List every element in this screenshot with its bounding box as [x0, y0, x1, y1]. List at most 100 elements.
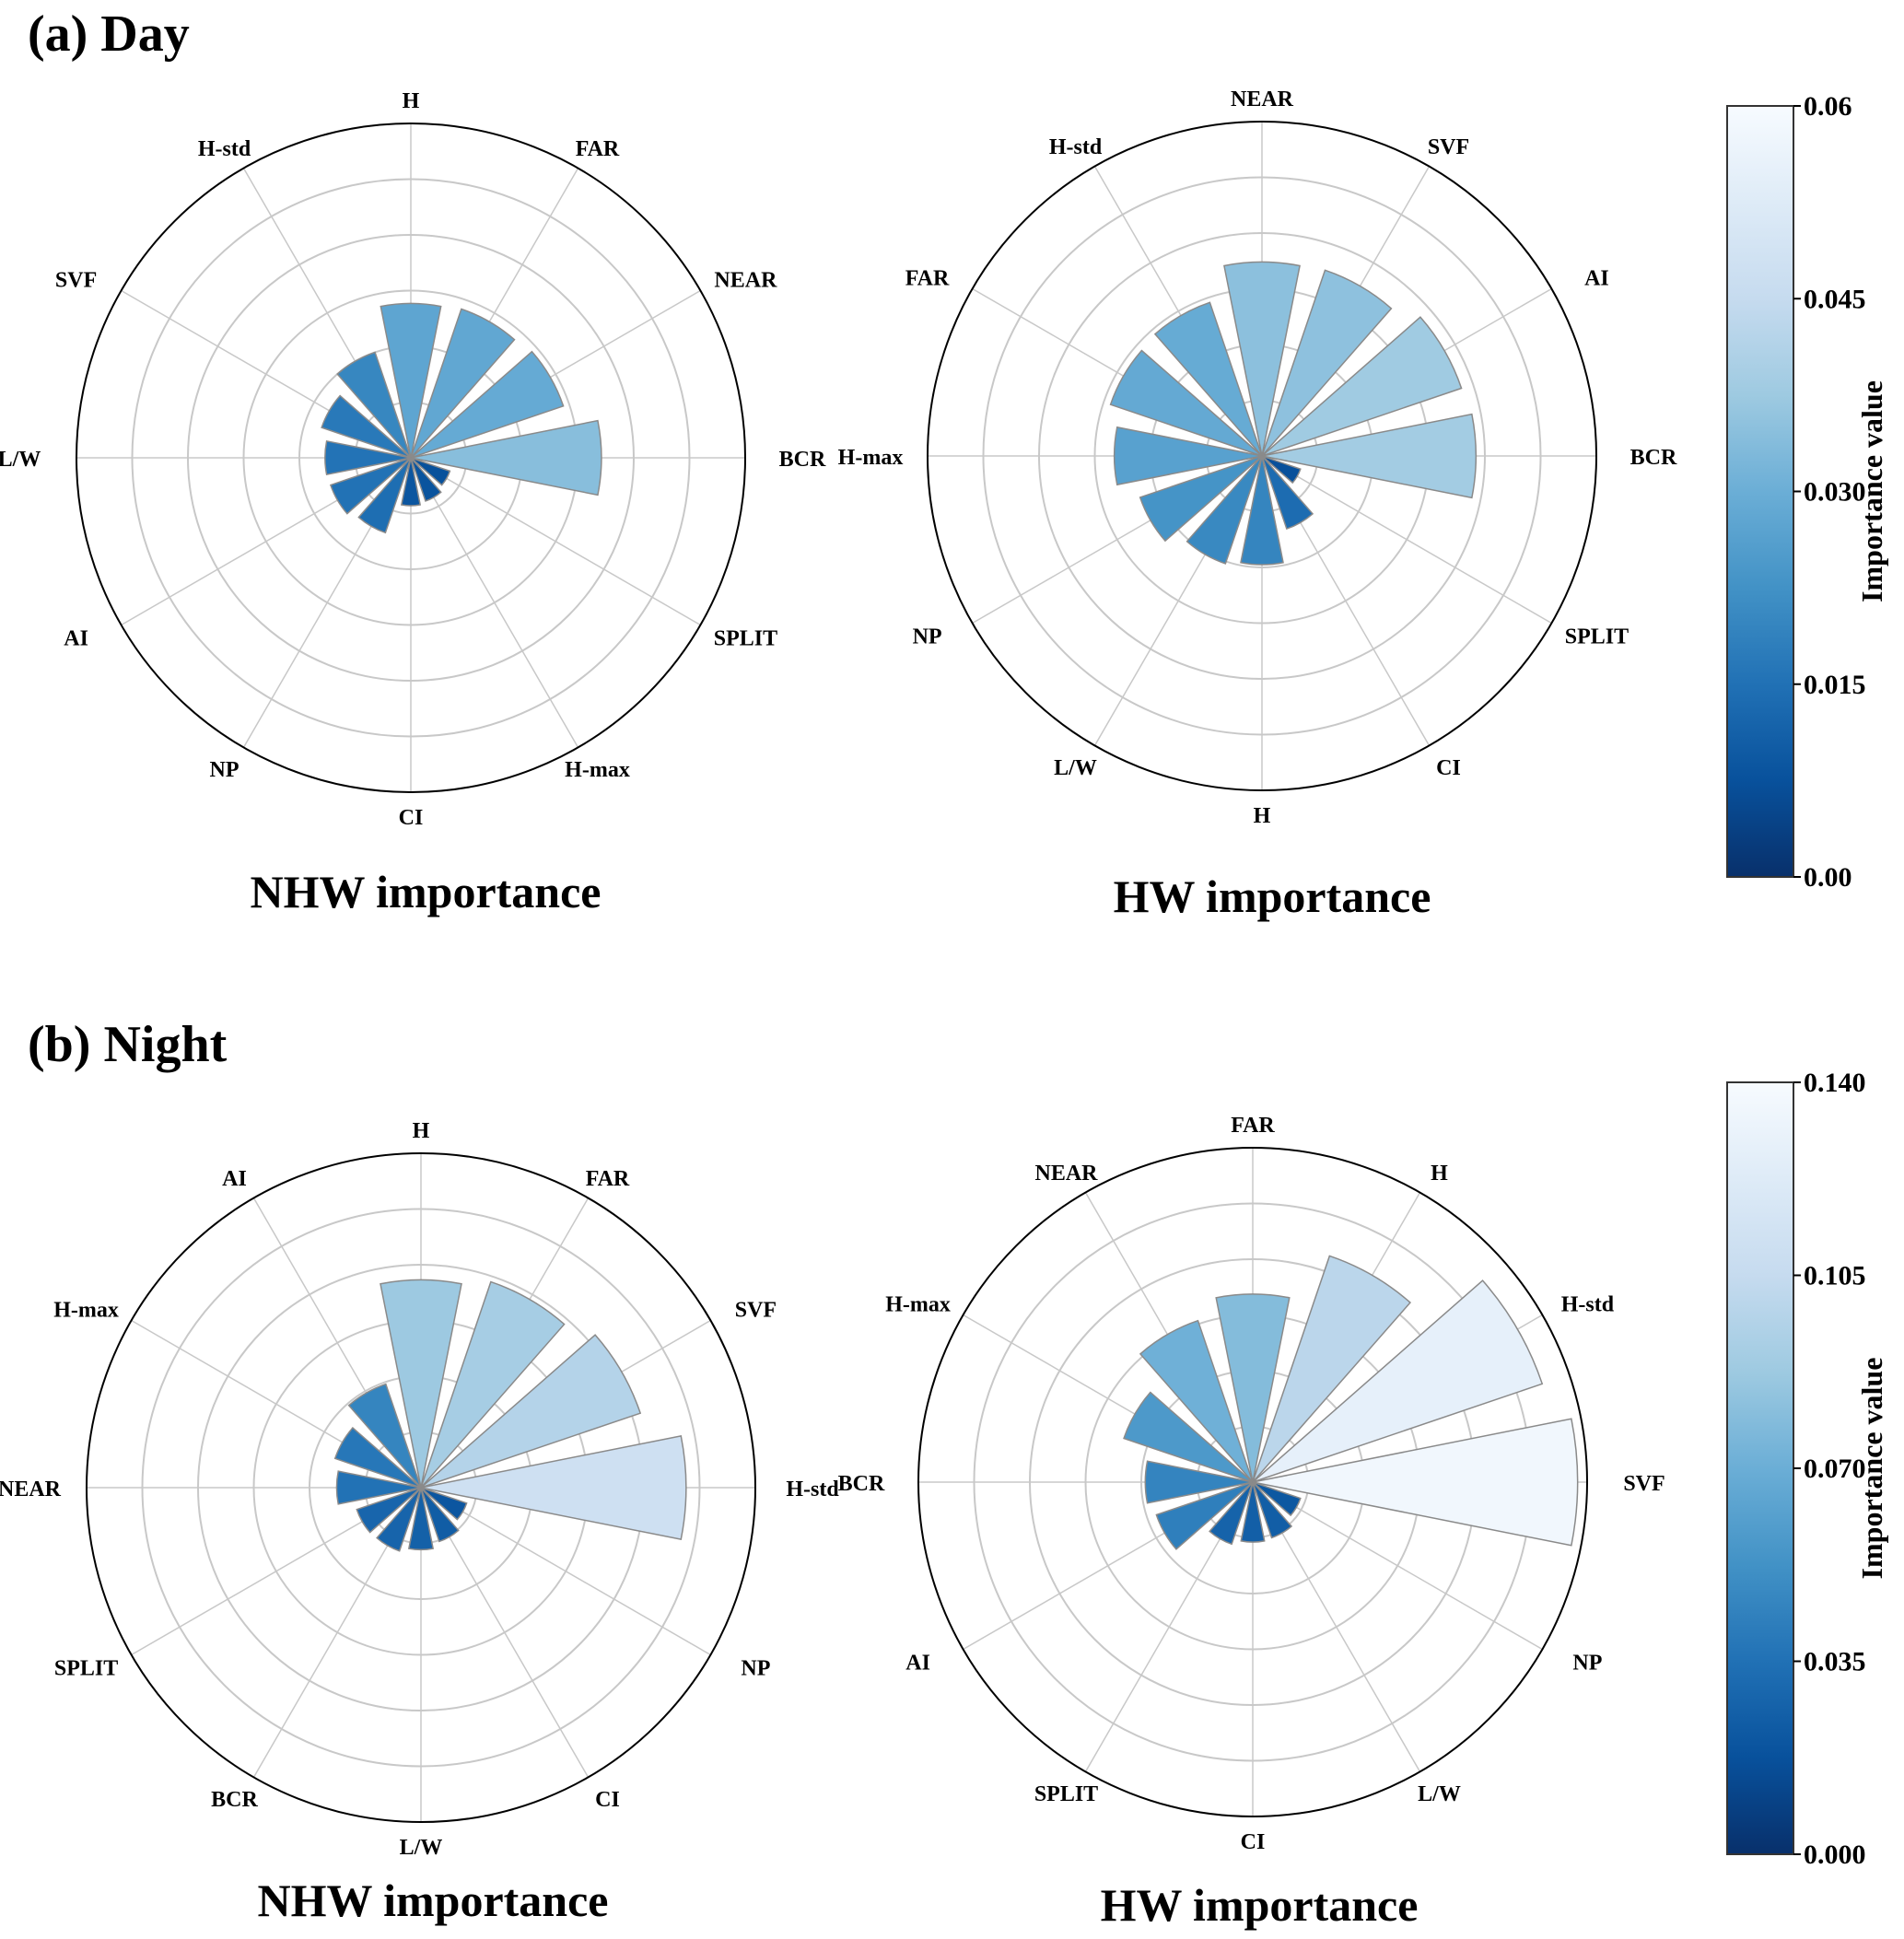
category-label: SVF — [1623, 1472, 1665, 1496]
category-label: NEAR — [1034, 1162, 1098, 1186]
bar-hmax — [410, 457, 442, 502]
category-label: L/W — [0, 448, 41, 472]
category-label: H-std — [198, 137, 251, 161]
bar-near — [410, 350, 565, 459]
outer-ring — [76, 123, 746, 793]
category-label: SPLIT — [1034, 1782, 1098, 1806]
category-label: L/W — [1418, 1782, 1461, 1806]
bar-ci — [1261, 455, 1314, 531]
polar-chart: BCR NEAR FAR H H-std SVF L/W AI NP CI H-max SPLIT NH… — [0, 89, 826, 917]
bar-bcr — [410, 419, 602, 496]
colorbar-tick-label: 0.035 — [1804, 1647, 1866, 1677]
grid-spoke — [410, 457, 579, 748]
category-label: CI — [1436, 756, 1461, 780]
category-label: AI — [905, 1652, 930, 1676]
chart-subtitle: NHW importance — [258, 1875, 609, 1926]
category-label: AI — [64, 627, 88, 651]
bar-ci — [400, 457, 422, 507]
category-label: L/W — [400, 1836, 443, 1860]
category-label: H — [403, 89, 420, 113]
outer-ring — [86, 1152, 756, 1823]
colorbar-tick-label: 0.015 — [1804, 670, 1866, 700]
bar-hstd — [1252, 1279, 1544, 1483]
category-label: CI — [595, 1788, 620, 1812]
bar-ci — [1240, 1481, 1266, 1543]
category-label: H — [1431, 1162, 1448, 1186]
colorbar-tick-label: 0.000 — [1804, 1840, 1866, 1870]
bar-hmax — [1113, 426, 1263, 486]
category-label: H-max — [838, 446, 904, 470]
colorbar-label: Importance value — [1855, 1358, 1888, 1580]
colorbar-tick-label: 0.030 — [1804, 477, 1866, 508]
bar-bcr — [1261, 413, 1478, 499]
bar-np — [420, 1487, 468, 1521]
category-label: BCR — [779, 448, 826, 472]
bar-ai — [347, 1383, 422, 1489]
bar-h — [380, 302, 442, 459]
category-label: SPLIT — [714, 627, 777, 651]
category-label: H — [1254, 804, 1271, 828]
colorbar-tick-label: 0.140 — [1804, 1068, 1866, 1098]
bar-hstd — [1153, 301, 1263, 457]
polar-chart: SVF H-std H FAR NEAR H-max BCR AI SPLIT CI L/W NP HW… — [838, 1114, 1665, 1931]
panel-title-night: (b) Night — [28, 1016, 228, 1073]
bar-split — [1209, 1481, 1254, 1546]
bar-svf — [1261, 269, 1393, 457]
bar-ci — [420, 1487, 460, 1543]
category-label: SVF — [735, 1299, 777, 1323]
bar-hmax — [333, 1426, 422, 1489]
bar-np — [1139, 455, 1263, 543]
category-label: NP — [913, 625, 942, 649]
bar-lw — [324, 439, 412, 476]
category-label: NEAR — [0, 1478, 62, 1501]
panel-title-day: (a) Day — [28, 6, 190, 63]
bar-h — [380, 1279, 462, 1489]
category-label: H-std — [1049, 135, 1103, 159]
category-label: H — [413, 1119, 430, 1143]
category-label: SVF — [55, 269, 97, 293]
bar-lw — [1186, 455, 1263, 565]
category-label: FAR — [905, 267, 950, 291]
bar-near — [1139, 1319, 1254, 1483]
category-label: NP — [741, 1657, 770, 1681]
bar-ai — [1155, 1481, 1254, 1550]
category-label: H-max — [565, 758, 630, 782]
bar-h — [1240, 455, 1284, 566]
bar-near — [1223, 261, 1301, 457]
bar-bcr — [1144, 1460, 1254, 1504]
category-label: BCR — [838, 1472, 885, 1496]
bar-far — [1109, 349, 1263, 457]
grid-spoke — [1261, 455, 1552, 625]
colorbar-tick-label: 0.06 — [1804, 91, 1852, 122]
bar-split — [1261, 455, 1302, 485]
bar-lw — [1252, 1481, 1293, 1539]
category-label: BCR — [1630, 446, 1677, 470]
bar-split — [356, 1487, 422, 1534]
bar-hmax — [1123, 1391, 1254, 1483]
bar-svf — [420, 1334, 642, 1489]
outer-ring — [927, 121, 1597, 791]
bar-far — [420, 1280, 566, 1489]
category-label: CI — [1241, 1830, 1266, 1854]
grid-spoke — [410, 457, 701, 626]
bar-split — [410, 457, 451, 486]
bar-h — [1252, 1255, 1412, 1483]
colorbar-label: Importance value — [1855, 380, 1888, 602]
category-label: CI — [399, 806, 424, 830]
colorbar-gradient — [1726, 1081, 1794, 1855]
bar-hstd — [420, 1434, 687, 1541]
colorbar-tick-label: 0.105 — [1804, 1261, 1866, 1291]
polar-chart: BCR AI SVF NEAR H-std FAR H-max NP L/W H CI SPLIT HW… — [838, 88, 1677, 922]
category-label: L/W — [1054, 756, 1097, 780]
bar-np — [1252, 1481, 1302, 1517]
category-label: H-max — [885, 1293, 951, 1317]
category-label: FAR — [1231, 1114, 1275, 1138]
category-label: AI — [1584, 267, 1609, 291]
colorbar-tick-label: 0.070 — [1804, 1454, 1866, 1484]
grid-spoke — [1252, 1481, 1543, 1651]
colorbar: 0.00 0.015 0.030 0.045 0.06 Importance value — [1726, 91, 1888, 893]
chart-subtitle: HW importance — [1114, 870, 1431, 922]
bar-hstd — [336, 351, 412, 459]
outer-ring — [917, 1147, 1588, 1817]
